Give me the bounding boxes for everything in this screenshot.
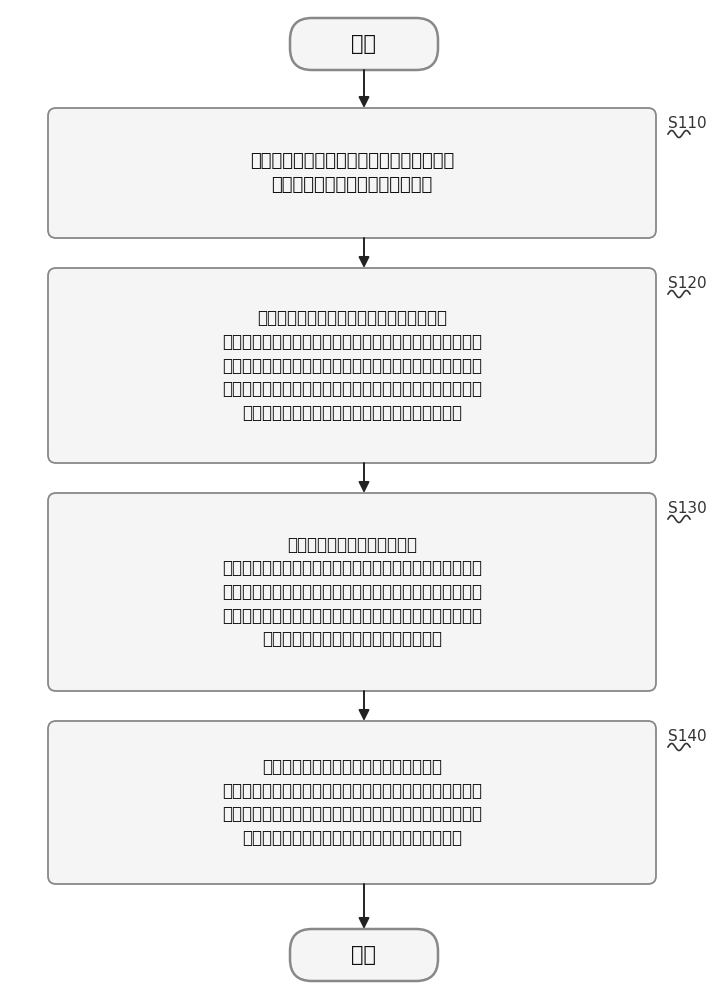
Text: 预先在三相电力电缆的每一相的首端和末端
分别安装电流互感器与电压互感器: 预先在三相电力电缆的每一相的首端和末端 分别安装电流互感器与电压互感器	[250, 152, 454, 194]
Text: S110: S110	[668, 116, 707, 131]
Text: S140: S140	[668, 729, 707, 744]
Text: S130: S130	[668, 501, 707, 516]
FancyBboxPatch shape	[48, 493, 656, 691]
FancyBboxPatch shape	[48, 721, 656, 884]
Text: 针对三相电力电缆的每一相，根据该相的
参考电压和流过该相电力电缆主绝缘的泄漏电流计算该相电
力电缆绝缘等效阻抗值，以基于该相电力电缆绝缘等效阻抗
值来计算该相电: 针对三相电力电缆的每一相，根据该相的 参考电压和流过该相电力电缆主绝缘的泄漏电流…	[222, 758, 482, 847]
Text: 结束: 结束	[352, 945, 376, 965]
FancyBboxPatch shape	[48, 268, 656, 463]
Text: S120: S120	[668, 276, 707, 291]
FancyBboxPatch shape	[290, 18, 438, 70]
FancyBboxPatch shape	[48, 108, 656, 238]
FancyBboxPatch shape	[290, 929, 438, 981]
Text: 针对三相电力电缆的每一相，
获得由该相的首端电压互感器测量得到的首端电压以及由该
相的末端电压互感器测量得到的末端电压，以将该相首端电
压互感器测得的首端电压与: 针对三相电力电缆的每一相， 获得由该相的首端电压互感器测量得到的首端电压以及由该…	[222, 536, 482, 648]
Text: 开始: 开始	[352, 34, 376, 54]
Text: 针对三相电力电缆的每一相，获得由该相的
首端电流互感器测量得到的首端电流值与由该相的末端电流
互感器测量得到的末端电流值，以将该相首端电流互感器测
得的首端电流: 针对三相电力电缆的每一相，获得由该相的 首端电流互感器测量得到的首端电流值与由该…	[222, 309, 482, 422]
